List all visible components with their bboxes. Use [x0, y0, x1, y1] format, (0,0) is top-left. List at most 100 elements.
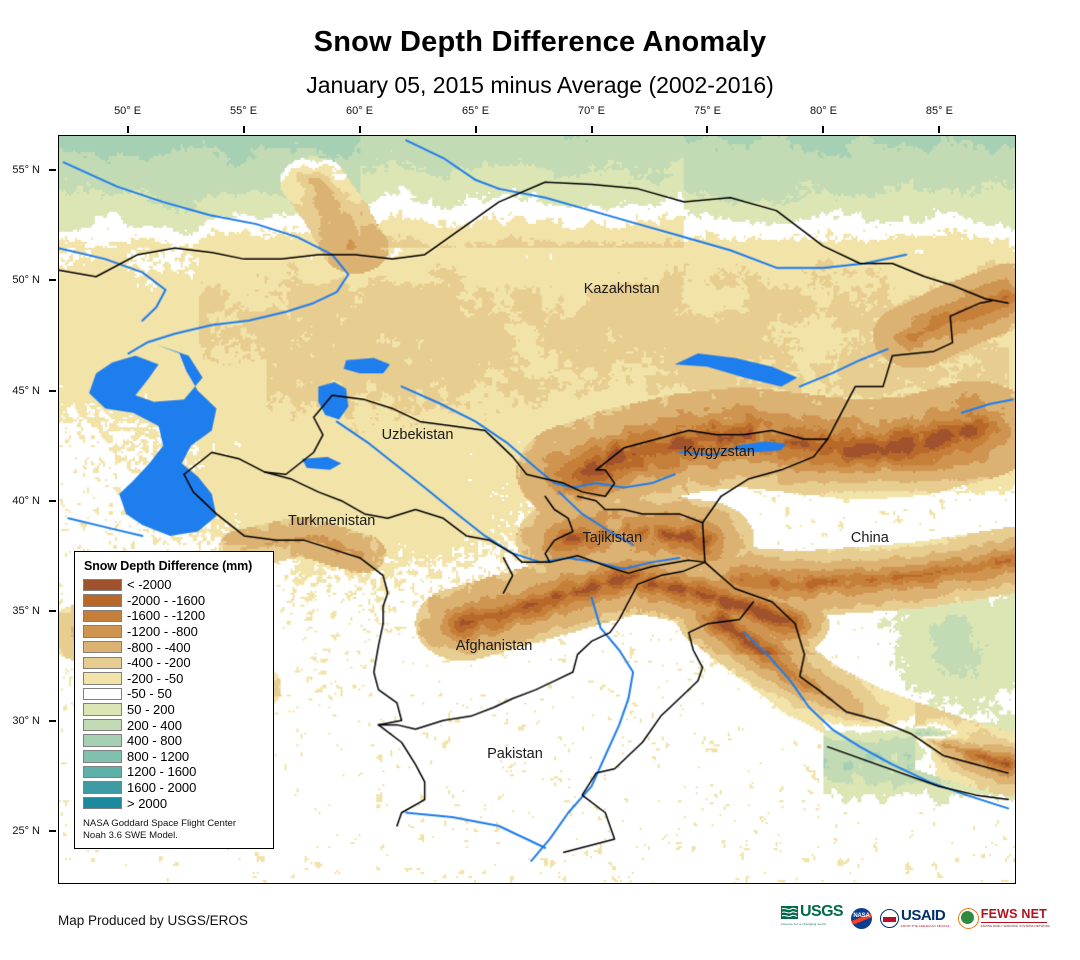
legend-swatch — [83, 609, 122, 623]
legend-row[interactable]: 200 - 400 — [83, 717, 266, 733]
usaid-logo-subtext: FROM THE AMERICAN PEOPLE — [901, 924, 950, 929]
lat-tick-mark-35 — [49, 609, 56, 612]
usgs-logo-text: USGS — [800, 903, 844, 920]
legend-swatch — [83, 687, 122, 701]
fews-globe-icon — [957, 907, 979, 929]
legend-swatch — [83, 796, 122, 810]
legend-row[interactable]: -400 - -200 — [83, 655, 266, 671]
lon-tick-mark-50 — [126, 126, 129, 133]
lat-tick-label-40: 40° N — [12, 494, 40, 507]
legend-row[interactable]: -2000 - -1600 — [83, 593, 266, 609]
legend-label: 50 - 200 — [127, 702, 175, 718]
legend-label: 1600 - 2000 — [127, 780, 197, 796]
lon-tick-label-50: 50° E — [114, 105, 142, 117]
lat-tick-mark-30 — [49, 719, 56, 722]
legend-label: 1200 - 1600 — [127, 764, 197, 780]
lat-tick-mark-55 — [49, 169, 56, 172]
lat-tick-mark-50 — [49, 279, 56, 282]
legend-class-list: < -2000 -2000 - -1600 -1600 - -1200 -1200 -… — [83, 577, 266, 811]
legend-label: < -2000 — [127, 577, 172, 593]
usgs-logo[interactable]: USGS science for a changing world — [781, 903, 844, 932]
legend-label: -800 - -400 — [127, 639, 191, 655]
legend-swatch — [83, 765, 122, 779]
legend-swatch — [83, 703, 122, 716]
lon-tick-mark-70 — [590, 126, 593, 133]
lat-tick-label-25: 25° N — [12, 825, 40, 838]
legend-swatch — [83, 781, 122, 794]
lon-tick-mark-85 — [938, 126, 941, 133]
legend-label: -50 - 50 — [127, 686, 172, 702]
legend-label: 800 - 1200 — [127, 748, 190, 764]
lon-tick-label-75: 75° E — [693, 105, 721, 117]
lon-tick-mark-80 — [822, 126, 825, 133]
legend-swatch — [83, 656, 122, 670]
lon-tick-label-60: 60° E — [346, 105, 374, 117]
lon-tick-label-80: 80° E — [809, 105, 837, 117]
legend-label: -1600 - -1200 — [127, 608, 206, 624]
lat-tick-label-55: 55° N — [12, 164, 40, 177]
legend-swatch — [83, 718, 122, 732]
legend-credit-line-2: Noah 3.6 SWE Model. — [83, 829, 178, 841]
lon-tick-label-55: 55° E — [230, 105, 258, 117]
agency-logo-strip: USGS science for a changing world NASA U… — [781, 903, 1050, 933]
nasa-meatball-icon: NASA — [851, 907, 872, 929]
legend-label: -1200 - -800 — [127, 624, 198, 640]
legend-row[interactable]: 50 - 200 — [83, 702, 266, 718]
legend-row[interactable]: -800 - -400 — [83, 639, 266, 655]
legend-row[interactable]: 1200 - 1600 — [83, 764, 266, 780]
usgs-wave-icon — [781, 905, 799, 919]
legend-swatch — [83, 578, 122, 592]
usaid-logo-text: USAID — [901, 906, 946, 924]
lon-tick-label-85: 85° E — [925, 105, 953, 117]
legend-row[interactable]: 400 - 800 — [83, 733, 266, 749]
legend-label: > 2000 — [127, 795, 168, 811]
legend-row[interactable]: -200 - -50 — [83, 671, 266, 687]
legend-label: -200 - -50 — [127, 670, 184, 686]
lon-tick-label-70: 70° E — [577, 105, 606, 117]
usaid-seal-icon — [880, 908, 899, 928]
legend-label: -400 - -200 — [127, 655, 191, 671]
lat-tick-label-50: 50° N — [12, 274, 40, 287]
legend-row[interactable]: -1200 - -800 — [83, 624, 266, 640]
legend-row[interactable]: -50 - 50 — [83, 686, 266, 702]
legend-swatch — [83, 750, 122, 763]
map-production-credit: Map Produced by USGS/EROS — [58, 913, 248, 928]
lon-tick-mark-55 — [242, 126, 245, 133]
legend-credit: NASA Goddard Space Flight Center Noah 3.… — [83, 818, 266, 842]
fews-logo-text: FEWS NET — [980, 907, 1047, 923]
legend-swatch — [83, 594, 122, 607]
legend-row[interactable]: < -2000 — [83, 577, 266, 593]
legend-credit-line-1: NASA Goddard Space Flight Center — [83, 817, 237, 829]
nasa-logo-text: NASA — [853, 912, 870, 919]
legend-label: 200 - 400 — [127, 717, 182, 733]
usaid-logo[interactable]: USAID FROM THE AMERICAN PEOPLE — [880, 904, 950, 932]
lon-tick-mark-75 — [706, 126, 709, 133]
page-subtitle: January 05, 2015 minus Average (2002-201… — [306, 72, 774, 98]
lon-tick-mark-65 — [474, 126, 477, 133]
legend-row[interactable]: -1600 - -1200 — [83, 608, 266, 624]
legend-row[interactable]: > 2000 — [83, 795, 266, 811]
page-title: Snow Depth Difference Anomaly — [313, 26, 767, 58]
lon-tick-label-65: 65° E — [462, 105, 490, 117]
legend-swatch — [83, 640, 122, 654]
lat-tick-mark-40 — [49, 499, 56, 502]
nasa-logo[interactable]: NASA — [851, 904, 872, 932]
legend-label: -2000 - -1600 — [127, 592, 206, 608]
legend-row[interactable]: 1600 - 2000 — [83, 780, 266, 796]
lat-tick-mark-25 — [49, 830, 56, 833]
legend-title: Snow Depth Difference (mm) — [84, 559, 253, 573]
usgs-logo-subtext: science for a changing world — [781, 921, 826, 926]
legend-swatch — [83, 625, 122, 638]
legend-swatch — [83, 672, 122, 685]
lon-tick-mark-60 — [358, 126, 361, 133]
legend-row[interactable]: 800 - 1200 — [83, 749, 266, 765]
lat-tick-label-30: 30° N — [12, 714, 40, 727]
lat-tick-label-45: 45° N — [12, 384, 40, 397]
lat-tick-mark-45 — [49, 389, 56, 392]
legend-label: 400 - 800 — [127, 733, 182, 749]
lat-tick-label-35: 35° N — [12, 604, 40, 617]
fews-logo-subtext: FAMINE EARLY WARNING SYSTEMS NETWORK — [980, 924, 1050, 928]
map-legend[interactable]: Snow Depth Difference (mm) < -2000 -2000 … — [74, 551, 274, 849]
fews-net-logo[interactable]: FEWS NET FAMINE EARLY WARNING SYSTEMS NE… — [957, 904, 1050, 932]
legend-swatch — [83, 734, 122, 747]
